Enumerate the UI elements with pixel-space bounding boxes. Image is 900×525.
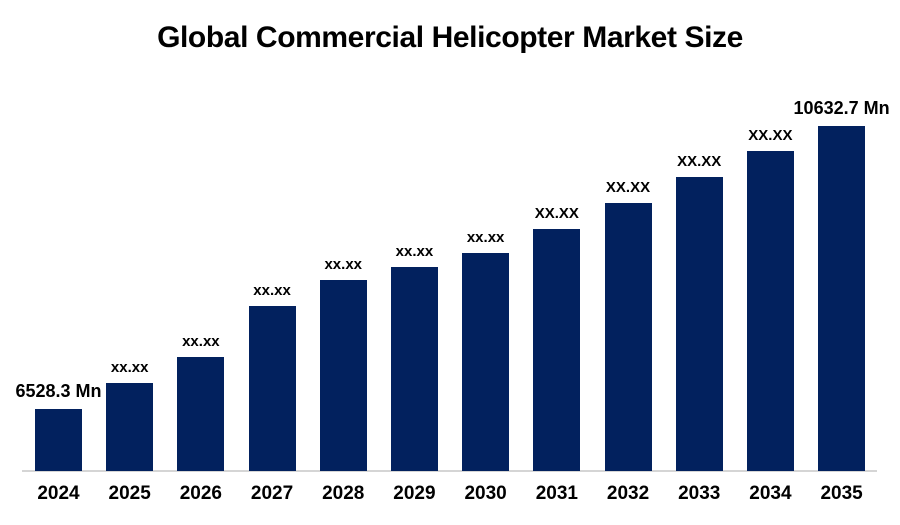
bar-2025	[106, 383, 154, 471]
bar-2033	[675, 177, 723, 471]
x-tick-2028: 2028	[322, 483, 365, 504]
x-tick-2033: 2033	[678, 483, 721, 504]
bar-2031	[533, 229, 581, 471]
bar-column-2026: xx.xx	[141, 0, 261, 471]
x-tick-2034: 2034	[749, 483, 792, 504]
bar-column-2027: xx.xx	[212, 0, 332, 471]
chart-title: Global Commercial Helicopter Market Size	[157, 21, 743, 54]
bar-value-label-2027: xx.xx	[253, 281, 291, 299]
bar-value-label-2028: xx.xx	[324, 255, 363, 273]
x-tick-2029: 2029	[393, 483, 436, 504]
x-tick-2025: 2025	[108, 483, 151, 504]
bar-2024	[35, 409, 82, 471]
bar-2035	[818, 126, 866, 471]
bar-value-label-2034: XX.XX	[748, 126, 793, 144]
bar-value-label-2030: xx.xx	[466, 228, 505, 246]
bar-column-2035: 10632.7 Mn	[782, 0, 900, 471]
x-axis-baseline	[22, 470, 877, 472]
bar-value-label-2026: xx.xx	[182, 332, 220, 350]
bar-value-label-2024: 6528.3 Mn	[15, 381, 102, 402]
bar-value-label-2033: XX.XX	[677, 152, 722, 170]
bar-2026	[177, 357, 225, 471]
bar-column-2029: xx.xx	[354, 0, 474, 471]
x-tick-2035: 2035	[820, 483, 863, 504]
bar-value-label-2029: xx.xx	[395, 242, 434, 260]
bar-2034	[746, 151, 794, 471]
bar-column-2033: XX.XX	[639, 0, 759, 471]
bar-2032	[604, 203, 652, 471]
bar-value-label-2031: XX.XX	[534, 204, 579, 222]
bar-column-2031: XX.XX	[497, 0, 617, 471]
bar-2029	[390, 267, 438, 471]
bar-value-label-2032: XX.XX	[605, 178, 651, 196]
bar-column-2034: XX.XX	[710, 0, 830, 471]
x-tick-2024: 2024	[37, 483, 80, 504]
bar-2030	[462, 253, 510, 471]
bar-column-2028: xx.xx	[283, 0, 403, 471]
x-tick-2032: 2032	[606, 483, 650, 504]
bar-value-label-2035: 10632.7 Mn	[793, 98, 890, 119]
bar-column-2030: xx.xx	[426, 0, 546, 471]
bar-2027	[248, 306, 296, 471]
bar-column-2025: xx.xx	[70, 0, 190, 471]
bar-2028	[319, 280, 367, 471]
x-tick-2030: 2030	[464, 483, 507, 504]
bar-value-label-2025: xx.xx	[110, 358, 149, 376]
x-tick-2027: 2027	[250, 483, 294, 504]
bar-column-2024: 6528.3 Mn	[0, 0, 119, 471]
x-tick-2026: 2026	[179, 483, 223, 504]
x-tick-2031: 2031	[535, 483, 578, 504]
bar-column-2032: XX.XX	[568, 0, 688, 471]
